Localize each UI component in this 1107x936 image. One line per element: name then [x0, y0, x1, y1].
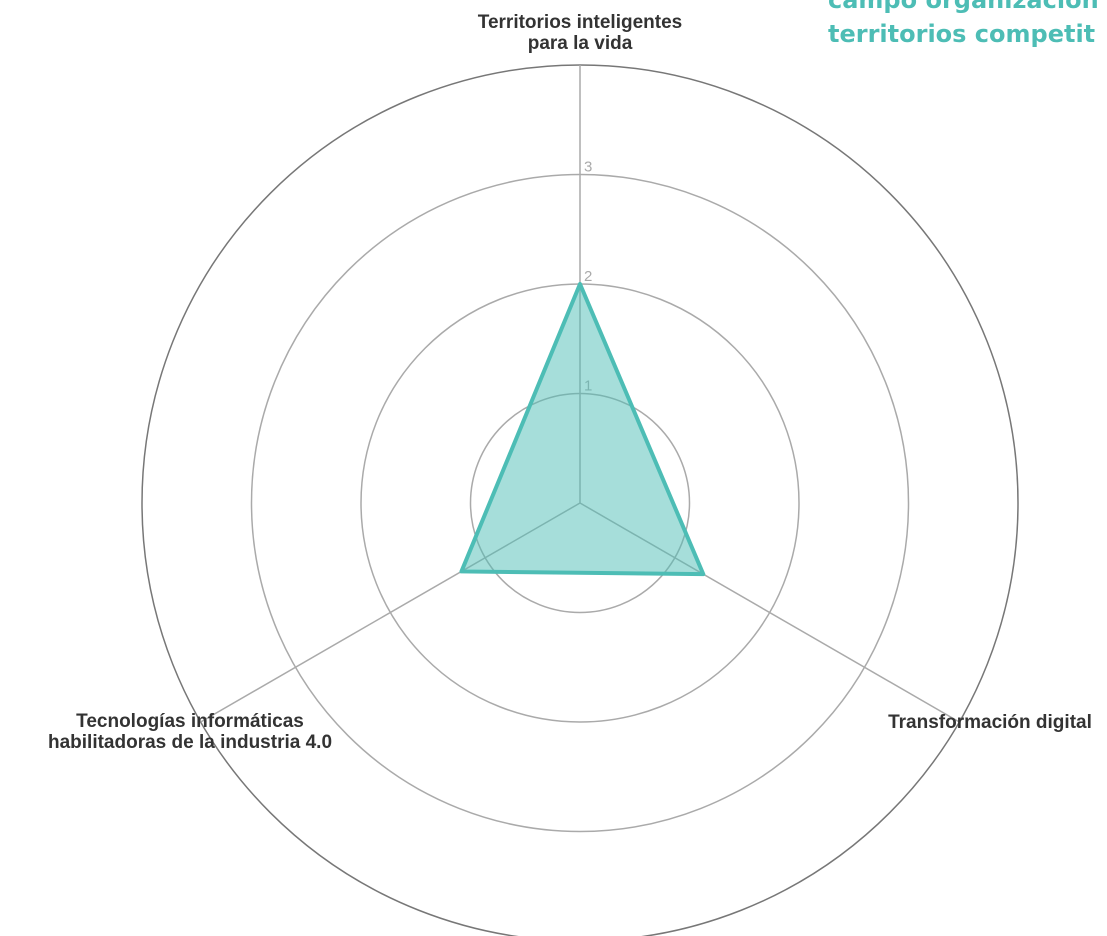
r-tick-label: 3 — [584, 159, 592, 176]
r-tick-label: 2 — [584, 268, 592, 285]
series-area — [459, 282, 706, 577]
category-label: Territorios inteligentes — [478, 12, 682, 33]
category-label: Transformación digital — [888, 712, 1092, 733]
category-label: habilitadoras de la industria 4.0 — [48, 732, 332, 753]
chart-title: campo organización — [828, 0, 1099, 14]
chart-title: territorios competit — [828, 20, 1095, 48]
category-label: para la vida — [528, 33, 633, 54]
category-label: Tecnologías informáticas — [76, 711, 304, 732]
